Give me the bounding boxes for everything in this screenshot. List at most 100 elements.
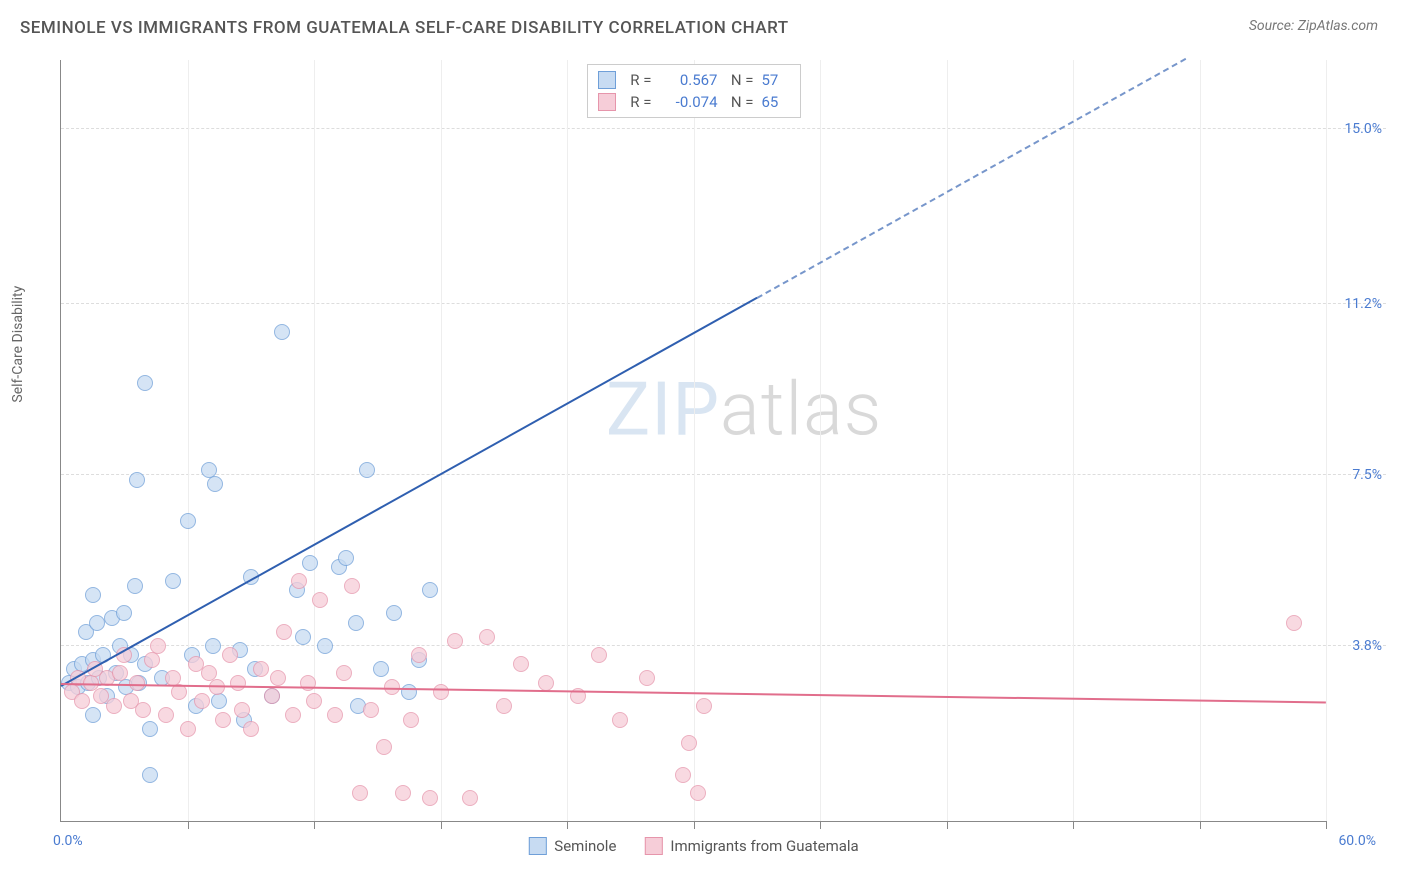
data-point <box>433 684 449 700</box>
legend-item-seminole: Seminole <box>528 837 616 855</box>
data-point <box>327 707 343 723</box>
data-point <box>348 615 364 631</box>
data-point <box>150 638 166 654</box>
series-legend: Seminole Immigrants from Guatemala <box>528 837 858 855</box>
data-point <box>681 735 697 751</box>
plot-area: ZIPatlas R = 0.567 N = 57 R = -0.074 N =… <box>60 60 1326 822</box>
data-point <box>215 712 231 728</box>
data-point <box>338 550 354 566</box>
y-tick-label: 7.5% <box>1352 467 1382 483</box>
chart-container: Self-Care Disability ZIPatlas R = 0.567 … <box>20 50 1386 872</box>
data-point <box>243 721 259 737</box>
data-point <box>230 675 246 691</box>
data-point <box>352 785 368 801</box>
data-point <box>180 721 196 737</box>
y-tick-label: 3.8% <box>1352 638 1382 654</box>
x-tick <box>188 821 189 829</box>
data-point <box>336 665 352 681</box>
data-point <box>285 707 301 723</box>
data-point <box>211 693 227 709</box>
x-axis-max-label: 60.0% <box>1338 833 1376 849</box>
gridline <box>820 60 821 821</box>
data-point <box>690 785 706 801</box>
swatch-seminole <box>598 71 616 89</box>
data-point <box>295 629 311 645</box>
data-point <box>274 324 290 340</box>
gridline <box>61 474 1386 475</box>
data-point <box>373 661 389 677</box>
data-point <box>137 375 153 391</box>
data-point <box>165 573 181 589</box>
x-tick <box>1326 821 1327 829</box>
x-tick <box>1073 821 1074 829</box>
data-point <box>591 647 607 663</box>
data-point <box>135 702 151 718</box>
data-point <box>112 665 128 681</box>
data-point <box>422 582 438 598</box>
data-point <box>85 707 101 723</box>
x-tick <box>441 821 442 829</box>
data-point <box>306 693 322 709</box>
data-point <box>1286 615 1302 631</box>
data-point <box>74 693 90 709</box>
data-point <box>462 790 478 806</box>
data-point <box>144 652 160 668</box>
gridline <box>441 60 442 821</box>
data-point <box>376 739 392 755</box>
x-tick <box>567 821 568 829</box>
legend-row-seminole: R = 0.567 N = 57 <box>598 69 790 91</box>
data-point <box>395 785 411 801</box>
data-point <box>158 707 174 723</box>
data-point <box>639 670 655 686</box>
x-tick <box>314 821 315 829</box>
correlation-legend: R = 0.567 N = 57 R = -0.074 N = 65 <box>587 64 801 118</box>
chart-title: SEMINOLE VS IMMIGRANTS FROM GUATEMALA SE… <box>20 18 789 38</box>
gridline <box>694 60 695 821</box>
data-point <box>142 721 158 737</box>
data-point <box>291 573 307 589</box>
data-point <box>317 638 333 654</box>
r-value-seminole: 0.567 <box>660 71 718 89</box>
gridline <box>567 60 568 821</box>
data-point <box>612 712 628 728</box>
n-value-seminole: 57 <box>762 71 790 89</box>
gridline <box>61 645 1386 646</box>
data-point <box>447 633 463 649</box>
x-tick <box>947 821 948 829</box>
data-point <box>142 767 158 783</box>
data-point <box>401 684 417 700</box>
data-point <box>116 605 132 621</box>
swatch-guatemala <box>598 93 616 111</box>
data-point <box>386 605 402 621</box>
x-axis-min-label: 0.0% <box>53 833 83 849</box>
y-tick-label: 15.0% <box>1344 121 1382 137</box>
data-point <box>129 472 145 488</box>
data-point <box>106 698 122 714</box>
watermark: ZIPatlas <box>606 367 882 454</box>
x-tick <box>1200 821 1201 829</box>
r-value-guatemala: -0.074 <box>660 93 718 111</box>
data-point <box>359 462 375 478</box>
data-point <box>127 578 143 594</box>
gridline <box>1326 60 1327 821</box>
data-point <box>194 693 210 709</box>
data-point <box>222 647 238 663</box>
n-value-guatemala: 65 <box>762 93 790 111</box>
gridline <box>1200 60 1201 821</box>
gridline <box>61 128 1386 129</box>
y-axis-label: Self-Care Disability <box>10 286 26 403</box>
data-point <box>344 578 360 594</box>
source-attribution: Source: ZipAtlas.com <box>1249 18 1378 34</box>
swatch-guatemala-icon <box>644 837 662 855</box>
gridline <box>1073 60 1074 821</box>
data-point <box>479 629 495 645</box>
data-point <box>89 615 105 631</box>
data-point <box>363 702 379 718</box>
data-point <box>675 767 691 783</box>
data-point <box>180 513 196 529</box>
data-point <box>696 698 712 714</box>
data-point <box>513 656 529 672</box>
data-point <box>496 698 512 714</box>
data-point <box>129 675 145 691</box>
data-point <box>253 661 269 677</box>
